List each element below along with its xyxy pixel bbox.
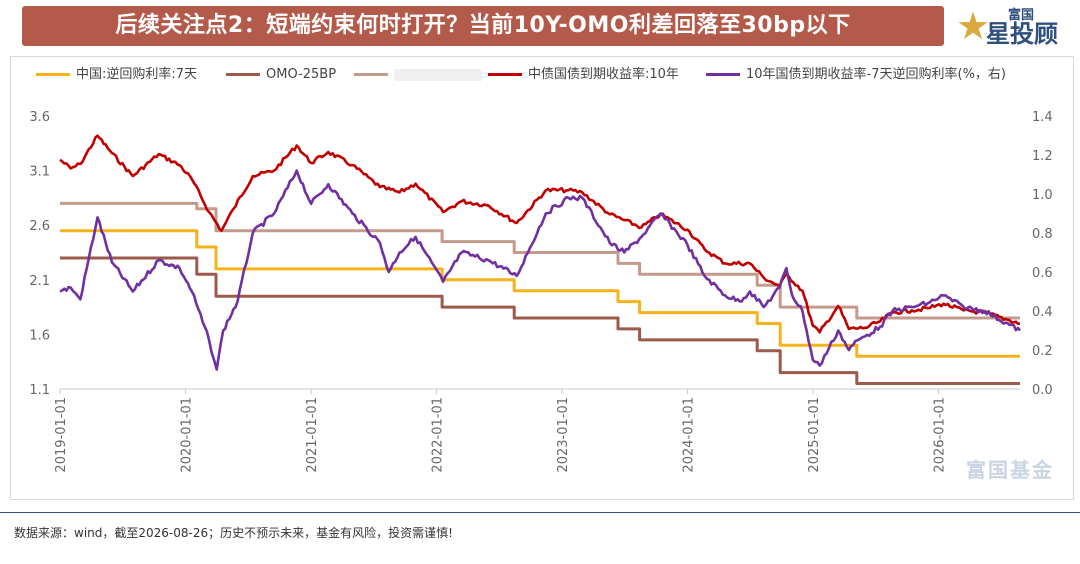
y-right-tick-label: 1.0 — [1032, 188, 1053, 203]
legend-swatch — [226, 73, 260, 76]
legend-swatch — [354, 73, 388, 76]
source-note: 数据来源：wind，截至2026-08-26；历史不预示未来，基金有风险，投资需… — [14, 526, 453, 540]
legend-swatch — [706, 73, 740, 76]
legend-label: OMO-25BP — [266, 67, 337, 82]
y-left-tick-label: 2.6 — [29, 219, 50, 234]
legend-swatch — [488, 73, 522, 76]
legend-item-cgb10y: 中债国债到期收益率:10年 — [488, 66, 679, 84]
series-masked-line — [60, 201, 1020, 320]
x-tick-label: 2023-01-01 — [556, 397, 571, 473]
y-left-tick-label: 2.1 — [29, 274, 50, 289]
y-right-tick-label: 0.0 — [1032, 383, 1053, 398]
x-tick-label: 2022-01-01 — [431, 397, 446, 473]
x-tick-label: 2025-01-01 — [807, 397, 822, 473]
legend-label: 中债国债到期收益率:10年 — [528, 67, 679, 82]
y-right-tick-label: 1.4 — [1032, 110, 1053, 125]
x-tick-label: 2019-01-01 — [54, 397, 69, 473]
x-tick-label: 2024-01-01 — [681, 397, 696, 473]
y-left-tick-label: 1.6 — [29, 328, 50, 343]
y-right-tick-label: 0.2 — [1032, 344, 1053, 359]
series-repo7d-line — [60, 229, 1020, 358]
logo-small-text: 富国 — [1008, 8, 1035, 23]
legend-item-masked — [354, 66, 482, 84]
legend-item-repo7d: 中国:逆回购利率:7天 — [36, 66, 197, 84]
y-right-tick-label: 0.6 — [1032, 266, 1053, 281]
y-right-tick-label: 1.2 — [1032, 149, 1053, 164]
y-left-tick-label: 3.6 — [29, 110, 50, 125]
brand-logo: ★ 富国 星投顾 — [956, 4, 1074, 50]
y-right-tick-label: 0.8 — [1032, 227, 1053, 242]
legend-item-omo-minus25: OMO-25BP — [226, 66, 336, 84]
title-bar: 后续关注点2：短端约束何时打开？当前10Y-OMO利差回落至30bp以下 — [22, 6, 944, 46]
legend-label-masked — [394, 68, 482, 81]
chart-legend: 中国:逆回购利率:7天 OMO-25BP 中债国债到期收益率:10年 10年国债… — [36, 66, 1076, 84]
series-cgb10y-line — [59, 134, 1021, 334]
legend-item-spread: 10年国债到期收益率-7天逆回购利率(%，右) — [706, 66, 1006, 84]
x-tick-label: 2021-01-01 — [305, 397, 320, 473]
legend-swatch — [36, 73, 70, 76]
star-icon: ★ — [956, 4, 991, 48]
y-left-tick-label: 3.1 — [29, 165, 50, 180]
x-tick-label: 2026-01-01 — [933, 397, 948, 473]
chart-frame — [10, 56, 1074, 500]
watermark-text: 富国基金 — [966, 458, 1054, 482]
logo-big-text: 星投顾 — [986, 20, 1058, 48]
legend-label: 中国:逆回购利率:7天 — [76, 67, 198, 82]
x-tick-label: 2020-01-01 — [179, 397, 194, 473]
series-omo-minus25-line — [60, 256, 1020, 385]
series-spread-line — [59, 169, 1021, 371]
legend-label: 10年国债到期收益率-7天逆回购利率(%，右) — [746, 67, 1007, 82]
page-title: 后续关注点2：短端约束何时打开？当前10Y-OMO利差回落至30bp以下 — [115, 13, 851, 38]
y-right-tick-label: 0.4 — [1032, 305, 1053, 320]
y-left-tick-label: 1.1 — [29, 383, 50, 398]
footer-divider — [0, 512, 1080, 513]
